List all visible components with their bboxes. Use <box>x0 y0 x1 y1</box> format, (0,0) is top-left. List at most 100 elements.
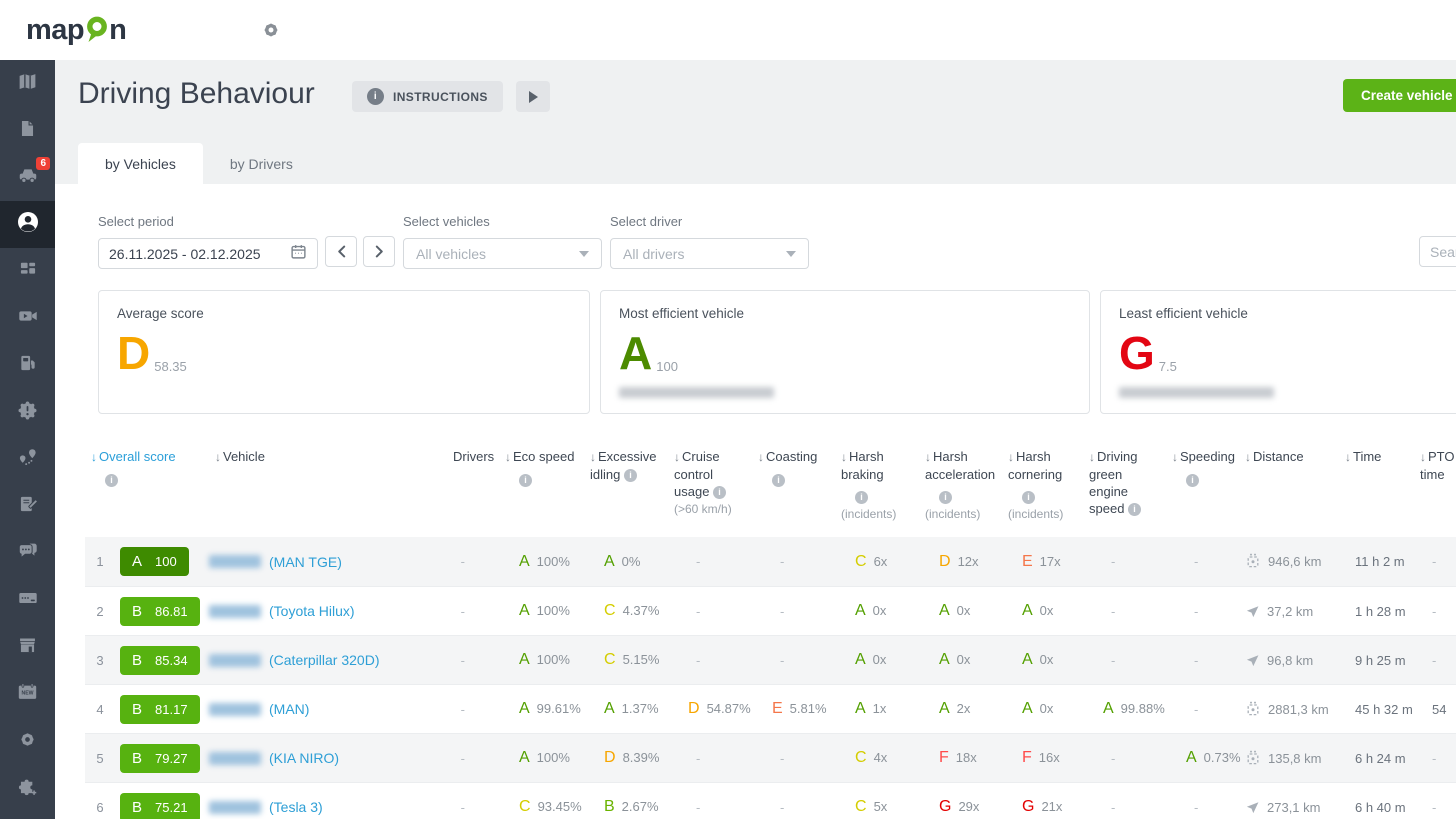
green-value: - <box>1083 751 1166 766</box>
info-icon[interactable]: i <box>713 486 726 499</box>
instructions-button[interactable]: i INSTRUCTIONS <box>352 81 503 112</box>
column-header-score[interactable]: ↓Overall scorei <box>85 446 209 488</box>
vehicle-link[interactable]: (MAN) <box>269 701 309 717</box>
column-label: Time <box>1353 449 1381 464</box>
sidebar-item-addons[interactable] <box>0 765 55 812</box>
speeding-value: - <box>1166 554 1239 569</box>
vehicles-select[interactable]: All vehicles <box>403 238 602 269</box>
column-header-drivers[interactable]: Drivers <box>447 446 499 465</box>
sidebar-item-fuel[interactable] <box>0 342 55 389</box>
info-icon[interactable]: i <box>1128 503 1141 516</box>
sidebar-item-marketplace[interactable] <box>0 624 55 671</box>
info-icon[interactable]: i <box>939 491 952 504</box>
distance-value: 273,1 km <box>1239 800 1339 815</box>
sidebar-item-settings[interactable] <box>0 718 55 765</box>
overall-score-badge: B86.81 <box>120 597 200 626</box>
sort-arrow-icon: ↓ <box>590 450 596 464</box>
search-input[interactable] <box>1419 236 1456 267</box>
next-period-button[interactable] <box>363 236 395 267</box>
column-header-cornering[interactable]: ↓Harsh corneringi(incidents) <box>1002 446 1083 523</box>
vehicle-link[interactable]: (KIA NIRO) <box>269 750 339 766</box>
column-header-braking[interactable]: ↓Harsh brakingi(incidents) <box>835 446 919 523</box>
info-icon[interactable]: i <box>624 469 637 482</box>
vehicle-link[interactable]: (Toyota Hilux) <box>269 603 355 619</box>
info-icon[interactable]: i <box>1022 491 1035 504</box>
column-header-accel[interactable]: ↓Harsh accelerationi(incidents) <box>919 446 1002 523</box>
sort-arrow-icon: ↓ <box>505 450 511 464</box>
sidebar-item-terminal[interactable] <box>0 577 55 624</box>
column-header-coasting[interactable]: ↓Coastingi <box>752 446 835 488</box>
gps-navigation-icon <box>1245 653 1260 668</box>
vehicle-link[interactable]: (Tesla 3) <box>269 799 323 815</box>
sort-arrow-icon: ↓ <box>674 450 680 464</box>
vehicle-plate-redacted <box>209 801 261 814</box>
coasting-value: - <box>752 800 835 815</box>
column-label: Excessive idling i <box>590 449 657 482</box>
svg-text:NEW: NEW <box>22 691 34 697</box>
column-label: Harsh braking <box>841 449 884 482</box>
cruise-value: - <box>668 604 752 619</box>
info-icon[interactable]: i <box>1186 474 1199 487</box>
period-input[interactable]: 26.11.2025 - 02.12.2025 <box>98 238 318 269</box>
tab-by-vehicles[interactable]: by Vehicles <box>78 143 203 184</box>
sidebar-item-tasks[interactable] <box>0 483 55 530</box>
column-header-idling[interactable]: ↓Excessive idling i <box>584 446 668 483</box>
sidebar-item-messages[interactable] <box>0 530 55 577</box>
column-header-eco[interactable]: ↓Eco speedi <box>499 446 584 488</box>
vehicles-value: All vehicles <box>416 246 486 262</box>
column-header-speeding[interactable]: ↓Speedingi <box>1166 446 1239 488</box>
period-filter: Select period 26.11.2025 - 02.12.2025 <box>98 214 318 269</box>
create-vehicle-report-button[interactable]: Create vehicle report <box>1343 79 1456 112</box>
sidebar-item-routes[interactable] <box>0 436 55 483</box>
previous-period-button[interactable] <box>325 236 357 267</box>
sidebar-item-calendar-new[interactable]: NEW <box>0 671 55 718</box>
cornering-value: E17x <box>1002 553 1083 571</box>
time-value: 45 h 32 m <box>1339 702 1414 717</box>
time-value: 6 h 24 m <box>1339 751 1414 766</box>
vehicle-link[interactable]: (MAN TGE) <box>269 554 342 570</box>
vehicles-filter: Select vehicles All vehicles <box>403 214 602 269</box>
driver-select[interactable]: All drivers <box>610 238 809 269</box>
map-icon <box>17 71 38 97</box>
score-value: 100 <box>155 554 177 569</box>
table-row: 2B86.81(Toyota Hilux)-A100%C4.37%--A0xA0… <box>85 586 1456 635</box>
topbar-gear-icon[interactable] <box>260 19 282 46</box>
play-video-button[interactable] <box>516 81 550 112</box>
vehicle-plate-redacted <box>209 703 261 716</box>
vehicle-plate-redacted <box>209 605 261 618</box>
column-header-pto[interactable]: ↓PTO time <box>1414 446 1456 483</box>
mapon-logo[interactable]: map n <box>26 12 126 51</box>
tab-bar: by Vehicles by Drivers <box>78 143 320 184</box>
tab-by-drivers[interactable]: by Drivers <box>203 143 320 184</box>
pto-value: - <box>1414 604 1456 619</box>
sidebar-item-fleet[interactable]: 6 <box>0 154 55 201</box>
cruise-value: D54.87% <box>668 700 752 718</box>
column-header-green[interactable]: ↓Driving green engine speed i <box>1083 446 1166 517</box>
pto-value: - <box>1414 554 1456 569</box>
grade-letter: B <box>132 652 142 669</box>
cornering-value: A0x <box>1002 602 1083 620</box>
car-icon <box>17 164 39 191</box>
row-rank: 2 <box>85 604 115 619</box>
vehicle-link[interactable]: (Caterpillar 320D) <box>269 652 379 668</box>
column-header-cruise[interactable]: ↓Cruise control usage i(>60 km/h) <box>668 446 752 518</box>
info-icon[interactable]: i <box>855 491 868 504</box>
info-icon[interactable]: i <box>772 474 785 487</box>
tasks-edit-icon <box>18 494 38 519</box>
sidebar-item-documents[interactable] <box>0 107 55 154</box>
column-label: Overall score <box>99 449 176 464</box>
column-header-vehicle[interactable]: ↓Vehicle <box>209 446 447 466</box>
column-header-time[interactable]: ↓Time <box>1339 446 1414 466</box>
info-icon[interactable]: i <box>105 474 118 487</box>
sidebar-item-alerts[interactable] <box>0 389 55 436</box>
driver-label: Select driver <box>610 214 809 229</box>
info-icon[interactable]: i <box>519 474 532 487</box>
sidebar-item-video[interactable] <box>0 295 55 342</box>
idling-value: C5.15% <box>584 651 668 669</box>
sidebar-item-drivers-active[interactable] <box>0 201 55 248</box>
sidebar-item-map[interactable] <box>0 60 55 107</box>
column-header-distance[interactable]: ↓Distance <box>1239 446 1339 466</box>
row-rank: 5 <box>85 751 115 766</box>
sidebar-item-dashboard[interactable] <box>0 248 55 295</box>
info-circle-icon: i <box>367 88 384 105</box>
